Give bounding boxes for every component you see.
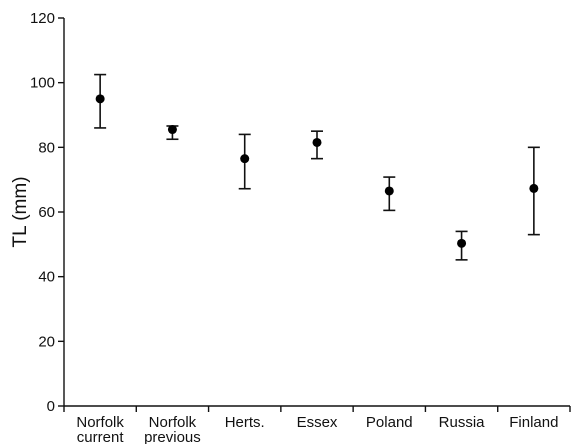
x-tick-label: Finland xyxy=(509,414,558,431)
data-point xyxy=(529,183,539,193)
y-tick-label: 80 xyxy=(38,139,55,156)
data-marks xyxy=(94,73,540,261)
y-tick-label: 120 xyxy=(30,10,55,27)
data-point xyxy=(167,125,177,135)
x-tick-label-line: Norfolk xyxy=(149,414,197,431)
y-tick-label: 20 xyxy=(38,333,55,350)
x-tick-label: Russia xyxy=(439,414,486,431)
axes xyxy=(58,17,571,412)
y-axis-title: TL (mm) xyxy=(10,176,31,247)
x-tick-label: Norfolk previous xyxy=(144,414,201,444)
y-tick-label: 40 xyxy=(38,269,55,286)
x-tick-label-line: Russia xyxy=(439,414,486,431)
x-tick-label-line: Herts. xyxy=(225,414,265,431)
x-tick-label-line: Essex xyxy=(297,414,338,431)
y-tick-label: 100 xyxy=(30,75,55,92)
data-point xyxy=(95,94,105,104)
y-tick-label: 0 xyxy=(47,398,55,415)
x-tick-label-line: Poland xyxy=(366,414,413,431)
x-tick-label: Herts. xyxy=(225,414,265,431)
x-tick-label-line: current xyxy=(77,429,125,444)
x-tick-label-line: previous xyxy=(144,429,201,444)
x-tick-label-line: Norfolk xyxy=(76,414,124,431)
x-tick-label: Norfolk current xyxy=(76,414,124,444)
x-tick-label-line: Finland xyxy=(509,414,558,431)
y-tick-label: 60 xyxy=(38,204,55,221)
data-point xyxy=(312,137,322,147)
x-tick-label: Essex xyxy=(297,414,338,431)
data-point xyxy=(240,154,250,164)
data-point xyxy=(457,238,467,248)
x-tick-label: Poland xyxy=(366,414,413,431)
data-point xyxy=(384,186,394,196)
